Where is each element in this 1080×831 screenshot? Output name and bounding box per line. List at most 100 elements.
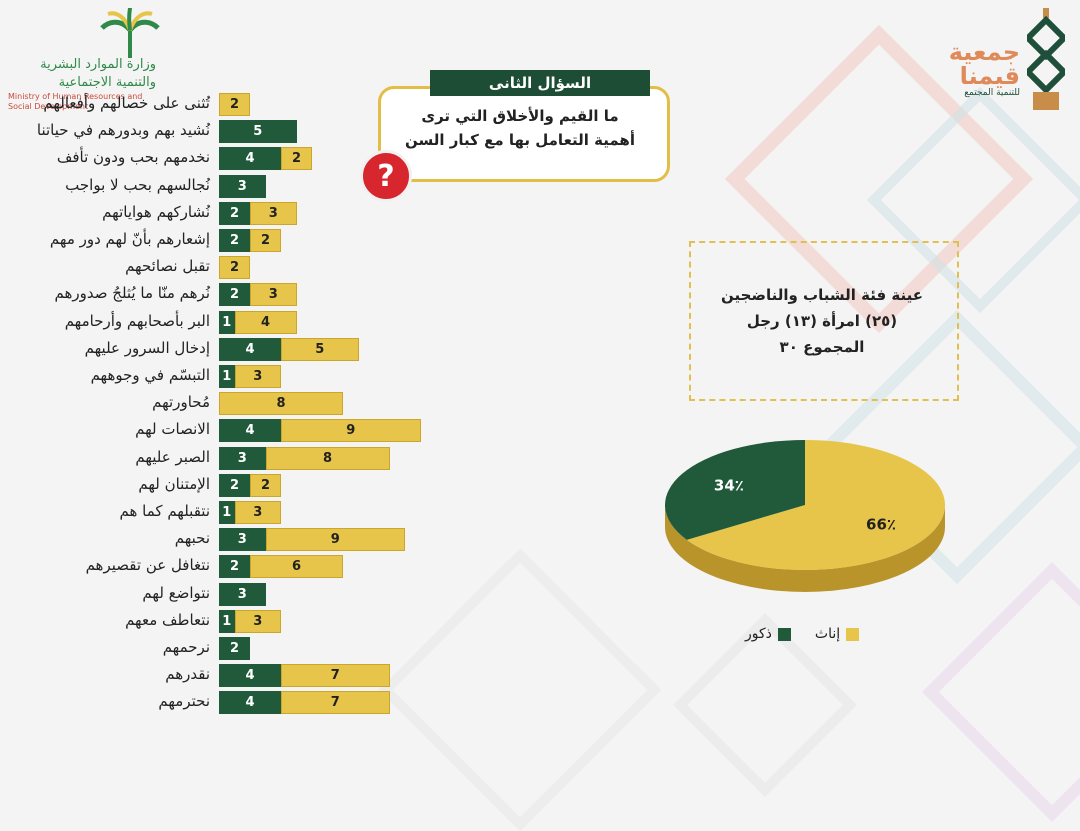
bar-value-label: 3 — [237, 178, 247, 194]
bar-category-label: نُرهم منّا ما يُثلجُ صدورهم — [54, 284, 211, 303]
pie-legend: إناث ذكور — [745, 626, 860, 642]
bar-segment-male: 1 — [219, 365, 235, 388]
ministry-name: وزارة الموارد البشرية والتنمية الاجتماعي… — [8, 56, 156, 112]
bar-category-label: نتواضع لهم — [142, 583, 210, 602]
bar-category-label: نُشيد بهم وبدورهم في حياتنا — [36, 121, 210, 140]
bar-value-label: 4 — [245, 151, 255, 167]
bar-value-label: 2 — [229, 97, 240, 112]
bar-value-label: 3 — [268, 205, 278, 221]
bar-value-label: 2 — [260, 477, 271, 493]
bar-value-label: 7 — [330, 668, 340, 684]
background-diamond — [378, 548, 662, 831]
bar-segment-male: 4 — [219, 664, 281, 688]
bar-category-label: نُجالسهم بحب لا بواجب — [65, 175, 210, 194]
bar-value-label: 4 — [245, 695, 255, 711]
bar-segment-male: 2 — [219, 201, 250, 225]
pie-slice-male — [665, 440, 805, 540]
bar-category-label: نتعاطف معهم — [125, 610, 210, 629]
bar-category-label: إشعارهم بأنّ لهم دور مهم — [49, 230, 210, 248]
bar-value-label: 2 — [229, 205, 240, 221]
bar-segment-male: 2 — [219, 637, 250, 660]
bar-category-label: نتغافل عن تقصيرهم — [85, 556, 210, 575]
bar-segment-female: 2 — [250, 229, 281, 252]
bar-segment-male: 2 — [219, 229, 250, 252]
bar-segment-female: 2 — [250, 473, 281, 497]
bar-value-label: 1 — [222, 613, 232, 629]
bar-segment-male: 1 — [219, 310, 235, 334]
bar-segment-female: 3 — [234, 365, 281, 388]
question-line-2: أهمية التعامل بها مع كبار السن — [405, 131, 635, 149]
question-box — [378, 86, 670, 182]
bar-segment-male: 3 — [219, 528, 266, 552]
bar-segment-male: 1 — [219, 609, 235, 633]
bar-category-label: البر بأصحابهم وأرحامهم — [64, 311, 210, 330]
bar-value-label: 7 — [330, 695, 340, 711]
bar-category-label: نتقبلهم كما هم — [119, 502, 211, 520]
bar-segment-female: 3 — [234, 609, 281, 633]
question-title: السؤال الثانى — [430, 70, 650, 96]
bar-category-label: الإمتنان لهم — [138, 474, 210, 493]
brand-name-line-2: قيمنا — [959, 62, 1020, 90]
bar-segment-female: 8 — [265, 446, 390, 470]
bar-segment-female: 9 — [265, 528, 405, 552]
palm-logo-icon — [100, 8, 160, 58]
ministry-line-1: وزارة الموارد البشرية — [40, 57, 156, 72]
bar-segment-female: 2 — [219, 93, 250, 116]
bar-value-label: 2 — [229, 477, 240, 493]
ministry-line-2: والتنمية الاجتماعية — [58, 75, 156, 90]
pie-slice-female — [686, 440, 945, 570]
bar-segment-female: 2 — [281, 147, 312, 171]
bar-segment-female: 7 — [281, 664, 390, 688]
bar-value-label: 2 — [229, 641, 240, 656]
bar-segment-female: 5 — [281, 337, 359, 361]
bar-value-label: 2 — [260, 233, 271, 248]
bar-value-label: 2 — [229, 287, 240, 303]
bar-category-label: التبسّم في وجوههم — [90, 366, 210, 384]
bar-value-label: 9 — [346, 423, 356, 439]
bar-segment-female: 9 — [281, 419, 421, 443]
brand-tagline: للتنمية المجتمع — [964, 88, 1020, 98]
sample-line-3: المجموع ٣٠ — [779, 338, 865, 356]
bar-category-label: إدخال السرور عليهم — [84, 338, 210, 357]
bar-segment-male: 4 — [219, 147, 281, 171]
bar-segment-male: 2 — [219, 555, 250, 579]
bar-value-label: 1 — [222, 369, 232, 384]
bar-value-label: 9 — [330, 532, 340, 548]
bar-value-label: 3 — [237, 532, 247, 548]
bar-value-label: 1 — [222, 505, 232, 520]
bar-category-label: الانصات لهم — [135, 420, 210, 439]
bar-value-label: 3 — [268, 287, 278, 303]
bar-segment-female: 2 — [219, 256, 250, 280]
bar-value-label: 5 — [315, 341, 325, 357]
bar-category-label: نحبهم — [174, 529, 210, 548]
bar-value-label: 2 — [229, 559, 240, 575]
legend-swatch-female — [846, 627, 860, 641]
bar-category-label: نُشاركهم هواياتهم — [102, 202, 210, 221]
bar-category-label: تقبل نصائحهم — [125, 257, 210, 276]
pie-side-wall — [665, 505, 945, 592]
bar-value-label: 5 — [253, 124, 263, 140]
question-mark-icon: ? — [360, 150, 412, 202]
sample-line-1: عينة فئة الشباب والناضجين — [721, 286, 923, 304]
bar-category-label: الصبر عليهم — [135, 447, 210, 466]
bar-value-label: 3 — [253, 613, 263, 629]
bar-segment-female: 8 — [219, 392, 343, 416]
brand-name-line-1: جمعية — [948, 38, 1020, 66]
bar-category-label: نقدرهم — [165, 665, 210, 684]
bar-segment-female: 6 — [250, 555, 343, 579]
bar-value-label: 4 — [245, 423, 255, 439]
pie-value-label: 66٪ — [866, 515, 896, 533]
bar-category-label: نخدمهم بحب ودون تأفف — [56, 148, 210, 167]
gender-pie-chart: 66٪ 34٪ — [665, 440, 945, 592]
brand-logo-icon — [1027, 8, 1065, 110]
bar-value-label: 2 — [291, 151, 302, 167]
pie-value-label: 34٪ — [714, 477, 744, 495]
legend-label-female: إناث — [814, 626, 841, 642]
sample-line-2: (٢٥) امرأة (١٣) رجل — [746, 312, 898, 330]
bar-value-label: 1 — [222, 314, 232, 330]
bar-segment-female: 3 — [234, 501, 281, 524]
bar-value-label: 4 — [245, 341, 255, 357]
bar-segment-male: 3 — [219, 582, 266, 606]
bar-value-label: 2 — [229, 260, 240, 276]
bar-segment-female: 4 — [234, 310, 297, 334]
